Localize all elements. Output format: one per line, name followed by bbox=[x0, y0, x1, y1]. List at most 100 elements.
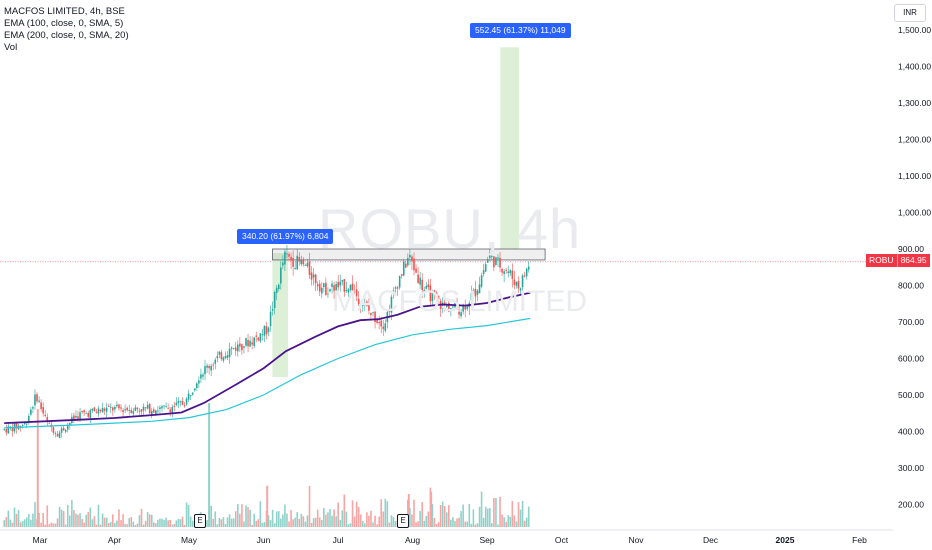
volume-bar bbox=[411, 514, 413, 527]
candle-body bbox=[413, 258, 415, 271]
volume-bar bbox=[384, 498, 387, 527]
ema-lines bbox=[4, 291, 531, 429]
y-tick-label: 600.00 bbox=[898, 354, 924, 364]
volume-bar bbox=[77, 514, 79, 527]
volume-bar bbox=[478, 506, 481, 527]
candle-body bbox=[54, 432, 57, 434]
candle-body bbox=[212, 364, 215, 366]
volume-bar bbox=[109, 521, 112, 527]
candle-body bbox=[448, 302, 450, 312]
candle-body bbox=[525, 268, 528, 277]
candle-body bbox=[204, 366, 206, 375]
candle-body bbox=[40, 402, 42, 409]
volume-bar bbox=[273, 523, 276, 527]
candle-body bbox=[161, 406, 163, 409]
legend-ema200[interactable]: EMA (200, close, 0, SMA, 20) bbox=[4, 30, 129, 41]
volume-bar bbox=[175, 520, 178, 527]
volume-bar bbox=[517, 502, 520, 527]
legend-title[interactable]: MACFOS LIMITED, 4h, BSE bbox=[4, 6, 125, 17]
volume-bar bbox=[23, 519, 26, 527]
candle-body bbox=[120, 407, 122, 409]
candle-body bbox=[523, 275, 526, 277]
candle-body bbox=[249, 340, 251, 347]
candle-body bbox=[116, 404, 118, 407]
legend-ema100[interactable]: EMA (100, close, 0, SMA, 5) bbox=[4, 18, 124, 29]
candle-body bbox=[101, 407, 104, 413]
volume-bar bbox=[286, 513, 288, 527]
measurement-label-2[interactable]: 552.45 (61.37%) 11,049 bbox=[470, 23, 571, 38]
candle-body bbox=[216, 356, 219, 359]
volume-bar bbox=[251, 524, 253, 527]
volume-bar bbox=[169, 519, 171, 527]
volume-bar bbox=[359, 514, 362, 527]
earnings-marker-1[interactable]: E bbox=[194, 514, 206, 528]
candle-body bbox=[177, 401, 180, 404]
volume-bar bbox=[419, 510, 421, 527]
ema200-line bbox=[4, 317, 531, 429]
volume-bar bbox=[372, 522, 374, 527]
volume-bar bbox=[13, 507, 16, 527]
candle-body bbox=[32, 407, 34, 409]
candle-body bbox=[310, 272, 313, 280]
candle-body bbox=[157, 410, 159, 412]
last-price-tag: ROBU 864.95 bbox=[866, 254, 930, 267]
volume-bar bbox=[206, 520, 208, 527]
currency-badge[interactable]: INR bbox=[894, 4, 926, 22]
chart-legend: MACFOS LIMITED, 4h, BSE EMA (100, close,… bbox=[4, 6, 129, 54]
volume-bar bbox=[501, 514, 503, 527]
volume-bar bbox=[46, 505, 49, 527]
y-tick-label: 500.00 bbox=[898, 390, 924, 400]
candle-body bbox=[341, 279, 344, 282]
candle-body bbox=[495, 257, 497, 266]
volume-bar bbox=[83, 522, 85, 527]
volume-bar bbox=[507, 515, 510, 527]
x-tick-label: Nov bbox=[628, 535, 644, 545]
candlestick-series bbox=[3, 245, 530, 438]
volume-bar bbox=[343, 494, 346, 527]
volume-bar bbox=[448, 505, 450, 527]
legend-volume[interactable]: Vol bbox=[4, 42, 18, 53]
volume-spike-3 bbox=[266, 485, 269, 527]
candle-body bbox=[138, 410, 141, 412]
volume-bar bbox=[66, 504, 69, 527]
candle-body bbox=[343, 279, 346, 292]
candle-body bbox=[251, 342, 253, 345]
candle-body bbox=[140, 409, 143, 412]
candle-body bbox=[191, 392, 194, 395]
measurement-label-1[interactable]: 340.20 (61.97%) 6,804 bbox=[237, 229, 334, 244]
volume-bar bbox=[302, 516, 305, 527]
x-tick-label: 2025 bbox=[776, 535, 795, 545]
candle-body bbox=[282, 262, 284, 266]
volume-bar bbox=[54, 523, 57, 527]
measurement-zone-2 bbox=[500, 47, 520, 249]
candle-body bbox=[505, 269, 507, 271]
volume-bar bbox=[142, 524, 145, 527]
candle-body bbox=[19, 426, 22, 427]
candle-body bbox=[196, 383, 198, 388]
candle-body bbox=[306, 262, 309, 267]
price-tag-value: 864.95 bbox=[896, 254, 930, 267]
volume-bar bbox=[62, 510, 65, 527]
candle-body bbox=[421, 279, 423, 291]
volume-bar bbox=[464, 521, 467, 527]
candle-body bbox=[353, 291, 356, 293]
volume-spike-1 bbox=[36, 409, 39, 527]
candle-body bbox=[480, 275, 483, 287]
volume-spike-5 bbox=[430, 491, 433, 527]
candle-body bbox=[155, 410, 157, 414]
candle-body bbox=[34, 394, 36, 406]
volume-bar bbox=[394, 520, 397, 527]
volume-bar bbox=[327, 512, 329, 527]
candle-body bbox=[511, 270, 514, 279]
earnings-marker-2[interactable]: E bbox=[397, 514, 409, 528]
volume-bar bbox=[376, 524, 378, 527]
volume-bar bbox=[214, 511, 217, 527]
candle-body bbox=[302, 259, 305, 265]
volume-bar bbox=[216, 524, 219, 527]
resistance-zone bbox=[272, 248, 546, 261]
candle-body bbox=[470, 293, 473, 301]
candle-body bbox=[150, 411, 153, 415]
x-tick-label: Dec bbox=[703, 535, 719, 545]
candle-body bbox=[507, 271, 510, 274]
